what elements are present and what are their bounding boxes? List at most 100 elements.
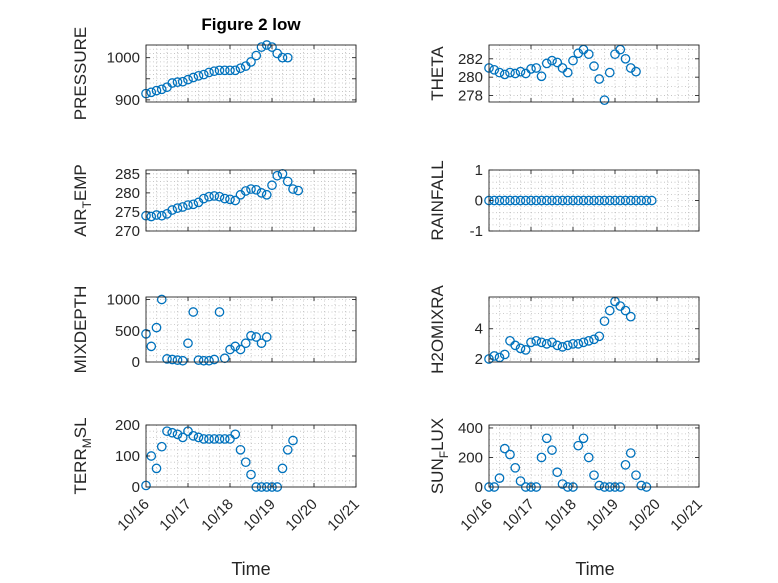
y-tick-label: 200 xyxy=(458,449,483,466)
data-point xyxy=(599,316,610,327)
data-point xyxy=(177,432,188,443)
data-point xyxy=(209,191,220,201)
data-point xyxy=(531,335,542,346)
data-point xyxy=(193,355,204,365)
y-axis-label: SUNFLUX xyxy=(428,418,451,494)
data-point xyxy=(552,57,563,68)
data-point xyxy=(167,354,178,365)
axes-box xyxy=(488,169,700,232)
data-point xyxy=(225,344,235,355)
figure-title: Figure 2 low xyxy=(201,15,301,34)
y-tick-label: 285 xyxy=(115,166,140,183)
x-tick-label: 10/19 xyxy=(240,496,279,535)
data-point xyxy=(230,341,241,352)
y-tick-label: 275 xyxy=(115,204,140,221)
data-point xyxy=(177,76,188,87)
x-axis-label-left: Time xyxy=(231,559,270,579)
data-point xyxy=(146,211,157,222)
data-point xyxy=(214,191,225,202)
data-point xyxy=(240,457,251,468)
y-axis-label: PRESSURE xyxy=(71,27,90,121)
plot-area xyxy=(489,425,699,487)
data-point xyxy=(167,427,178,438)
data-point xyxy=(541,339,552,349)
y-tick-label: 2 xyxy=(475,351,483,368)
y-tick-label: -1 xyxy=(470,223,483,240)
data-point xyxy=(151,322,162,333)
subplot-third-right: 2 4 H2OMIXRA xyxy=(428,284,700,374)
data-point xyxy=(562,195,573,206)
y-tick-label: 280 xyxy=(458,69,483,86)
data-point xyxy=(599,95,610,106)
axes-box xyxy=(145,169,357,232)
data-point xyxy=(641,195,652,206)
x-tick-label: 10/18 xyxy=(198,496,237,535)
data-point xyxy=(631,470,641,481)
y-tick-label: 200 xyxy=(115,417,140,434)
x-tick-label: 10/17 xyxy=(156,496,195,535)
data-point xyxy=(246,469,256,480)
data-point xyxy=(541,195,552,206)
y-tick-label: 1000 xyxy=(107,50,140,67)
data-point xyxy=(552,467,563,478)
data-point xyxy=(636,480,647,491)
data-point xyxy=(151,210,162,220)
data-point xyxy=(620,460,631,470)
data-point xyxy=(510,68,521,79)
data-point xyxy=(156,441,167,452)
data-point xyxy=(209,354,220,365)
data-point xyxy=(256,188,267,198)
data-point xyxy=(573,195,584,206)
data-point xyxy=(177,355,188,366)
axes-box xyxy=(488,296,700,363)
data-point xyxy=(547,337,557,348)
series-theta xyxy=(484,44,641,106)
data-point xyxy=(526,337,536,348)
y-tick-label: 0 xyxy=(132,354,140,371)
data-point xyxy=(589,334,599,345)
data-point xyxy=(162,354,172,364)
data-point xyxy=(267,180,277,191)
data-point xyxy=(219,434,230,444)
data-point xyxy=(547,195,557,206)
data-point xyxy=(568,55,578,66)
subplot-bottom-left: 0 100 200 10/16 10/17 10/18 10/19 10/20 10/21 TER… xyxy=(71,417,363,534)
data-point xyxy=(510,462,521,473)
y-axis-label: MIXDEPTH xyxy=(71,286,90,374)
data-point xyxy=(578,433,589,444)
data-point xyxy=(156,84,167,95)
data-point xyxy=(536,452,547,463)
data-point xyxy=(172,77,183,88)
data-point xyxy=(589,195,599,206)
data-point xyxy=(261,332,272,342)
y-tick-label: 280 xyxy=(115,185,140,202)
data-point xyxy=(599,195,610,206)
data-point xyxy=(214,307,225,317)
data-point xyxy=(615,195,626,206)
y-tick-label: 270 xyxy=(115,223,140,240)
data-point xyxy=(568,339,578,349)
data-point xyxy=(499,443,510,454)
data-point xyxy=(552,340,563,351)
x-axis-label-right: Time xyxy=(575,559,614,579)
series-rainfall xyxy=(484,195,657,206)
data-point xyxy=(172,203,183,213)
data-point xyxy=(557,342,568,352)
data-point xyxy=(531,195,542,206)
subplot-second-left: 270 275 280 285 AIRTEMP xyxy=(71,164,357,240)
data-point xyxy=(167,205,178,215)
data-point xyxy=(151,85,162,96)
data-point xyxy=(272,170,283,181)
y-tick-label: 1 xyxy=(475,162,483,179)
y-tick-label: 500 xyxy=(115,323,140,340)
data-point xyxy=(204,355,214,366)
y-axis-label: AIRTEMP xyxy=(71,164,94,237)
data-point xyxy=(620,53,631,64)
data-point xyxy=(578,337,589,348)
data-point xyxy=(235,444,246,455)
data-point xyxy=(610,195,620,206)
data-point xyxy=(214,65,225,76)
data-point xyxy=(489,64,500,75)
data-point xyxy=(183,200,193,210)
